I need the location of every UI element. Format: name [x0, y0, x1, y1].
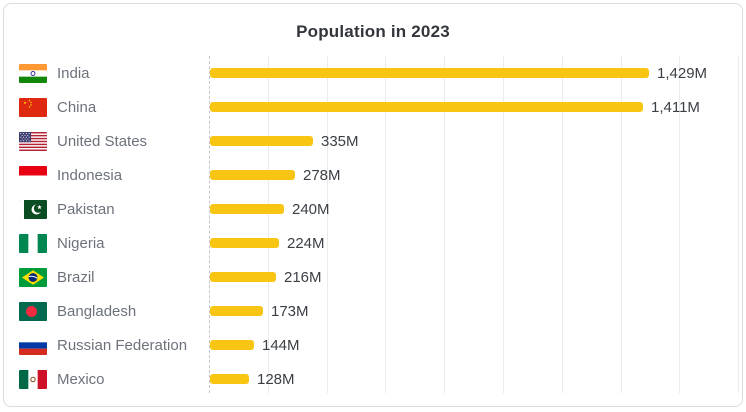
gridline: [444, 56, 445, 393]
gridline: [562, 56, 563, 393]
chart-row: Mexico 128M: [4, 362, 742, 396]
category-label-group: Indonesia: [19, 158, 122, 192]
bar-value-label: 173M: [271, 302, 309, 320]
category-label-group: Pakistan: [19, 192, 115, 226]
chart-title: Population in 2023: [296, 22, 450, 41]
population-bar-chart: Population in 2023 India 1,429M China 1,…: [3, 3, 743, 407]
bar-value-label: 278M: [303, 166, 341, 184]
population-bar: [210, 136, 313, 146]
country-label: Russian Federation: [57, 336, 188, 354]
gridlines: [4, 56, 742, 393]
category-label-group: United States: [19, 124, 147, 158]
chart-row: Pakistan 240M: [4, 192, 742, 226]
chart-row: China 1,411M: [4, 90, 742, 124]
chart-row: Russian Federation 144M: [4, 328, 742, 362]
flag-indonesia-icon: [19, 165, 47, 185]
category-label-group: Bangladesh: [19, 294, 136, 328]
bar-value-label: 335M: [321, 132, 359, 150]
flag-bangladesh-icon: [19, 301, 47, 321]
gridline: [385, 56, 386, 393]
chart-row: India 1,429M: [4, 56, 742, 90]
axis-line: [209, 56, 210, 393]
chart-row: Indonesia 278M: [4, 158, 742, 192]
chart-row: Nigeria 224M: [4, 226, 742, 260]
population-bar: [210, 272, 276, 282]
chart-row: Brazil 216M: [4, 260, 742, 294]
gridline: [503, 56, 504, 393]
population-bar: [210, 374, 249, 384]
gridline: [738, 56, 739, 393]
country-label: Bangladesh: [57, 302, 137, 320]
chart-row: Bangladesh 173M: [4, 294, 742, 328]
flag-russian-federation-icon: [19, 335, 47, 355]
population-bar: [210, 306, 263, 316]
category-label-group: Russian Federation: [19, 328, 187, 362]
category-label-group: Mexico: [19, 362, 105, 396]
gridline: [327, 56, 328, 393]
flag-brazil-icon: [19, 267, 47, 287]
bar-value-label: 216M: [284, 268, 322, 286]
country-label: United States: [57, 132, 148, 150]
category-label-group: India: [19, 56, 90, 90]
bar-value-label: 1,429M: [657, 64, 708, 82]
country-label: Mexico: [57, 370, 105, 388]
gridline: [268, 56, 269, 393]
population-bar: [210, 340, 254, 350]
flag-india-icon: [19, 63, 47, 83]
bar-value-label: 144M: [262, 336, 300, 354]
country-label: Indonesia: [57, 166, 123, 184]
country-label: India: [57, 64, 90, 82]
flag-china-icon: [19, 97, 47, 117]
flag-mexico-icon: [19, 369, 47, 389]
flag-united-states-icon: [19, 131, 47, 151]
country-label: Nigeria: [57, 234, 105, 252]
flag-pakistan-icon: [19, 199, 47, 219]
bar-value-label: 1,411M: [651, 98, 700, 116]
population-bar: [210, 68, 649, 78]
gridline: [679, 56, 680, 393]
category-label-group: Brazil: [19, 260, 95, 294]
population-bar: [210, 204, 284, 214]
bar-value-label: 224M: [287, 234, 325, 252]
flag-nigeria-icon: [19, 233, 47, 253]
gridline: [621, 56, 622, 393]
category-label-group: China: [19, 90, 96, 124]
chart-row: United States 335M: [4, 124, 742, 158]
population-bar: [210, 238, 279, 248]
bar-value-label: 240M: [292, 200, 330, 218]
country-label: Brazil: [57, 268, 95, 286]
country-label: Pakistan: [57, 200, 115, 218]
population-bar: [210, 102, 643, 112]
population-bar: [210, 170, 295, 180]
bar-value-label: 128M: [257, 370, 295, 388]
country-label: China: [57, 98, 97, 116]
category-label-group: Nigeria: [19, 226, 105, 260]
